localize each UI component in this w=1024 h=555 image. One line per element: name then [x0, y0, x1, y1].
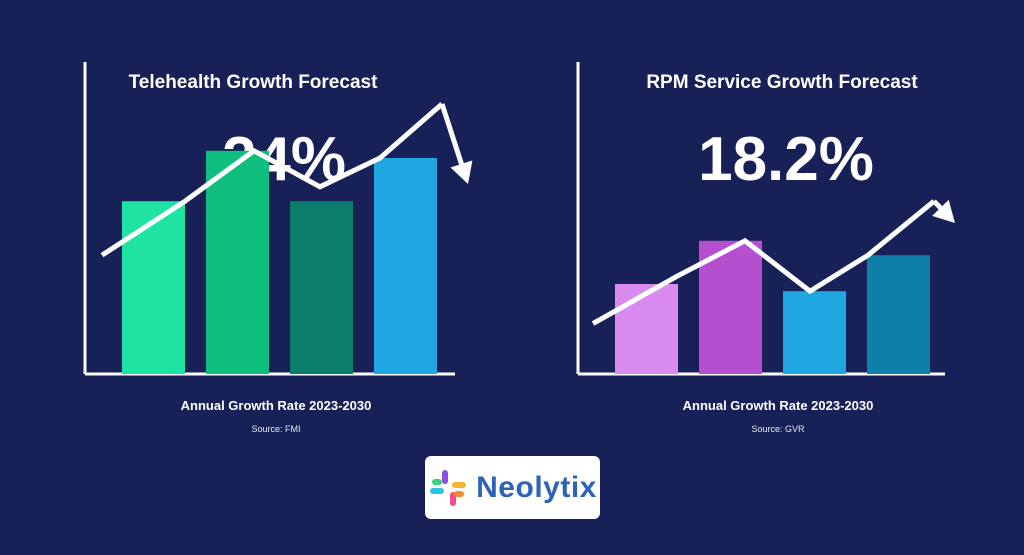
rpm-source: Source: GVR	[751, 424, 805, 434]
trend-line	[591, 199, 936, 326]
logo-text: Neolytix	[476, 470, 597, 504]
bar-2	[699, 240, 762, 374]
rpm-chart-panel: RPM Service Growth Forecast 18.2% Annual…	[512, 0, 1024, 555]
telehealth-chart-title: Telehealth Growth Forecast	[128, 72, 378, 93]
trend-line	[100, 102, 444, 258]
bar-4	[374, 158, 437, 374]
neolytix-logo-icon	[430, 469, 467, 506]
rpm-chart	[576, 62, 955, 376]
telehealth-chart	[83, 62, 473, 376]
bar-2	[206, 150, 269, 374]
rpm-headline-value: 18.2%	[698, 125, 874, 194]
neolytix-logo: Neolytix	[425, 456, 600, 519]
telehealth-source: Source: FMI	[251, 424, 301, 434]
telehealth-chart-panel: Telehealth Growth Forecast 24% Annual Gr…	[83, 62, 473, 434]
rpm-x-label: Annual Growth Rate 2023-2030	[682, 398, 874, 413]
bar-3	[783, 291, 846, 374]
bar-1	[615, 284, 678, 374]
bar-4	[867, 255, 930, 374]
rpm-chart-title: RPM Service Growth Forecast	[646, 72, 918, 93]
telehealth-x-label: Annual Growth Rate 2023-2030	[180, 398, 372, 413]
arrow-head-icon	[450, 160, 473, 184]
bar-3	[290, 201, 353, 374]
bar-1	[122, 201, 185, 374]
arrow-head-icon	[932, 199, 955, 223]
